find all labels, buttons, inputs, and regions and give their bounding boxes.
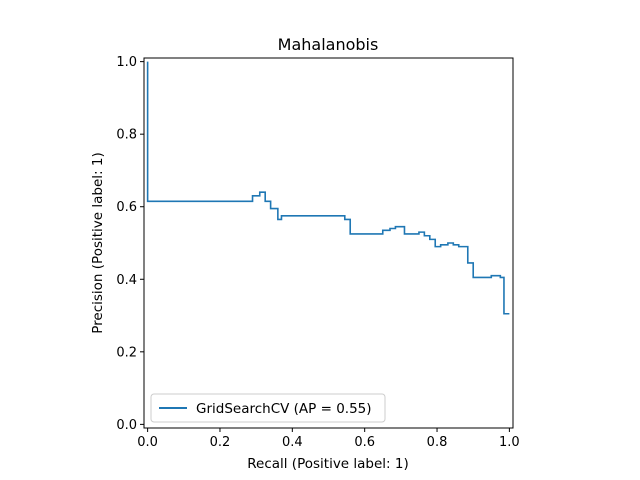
x-tick-label: 0.2	[210, 435, 231, 450]
y-tick-label: 0.0	[116, 418, 137, 433]
x-tick-label: 1.0	[499, 435, 520, 450]
axes-frame	[143, 57, 514, 429]
x-axis-title: Recall (Positive label: 1)	[247, 456, 409, 472]
chart-title: Mahalanobis	[278, 35, 379, 54]
y-tick-label: 0.2	[116, 345, 137, 360]
legend-label: GridSearchCV (AP = 0.55)	[196, 401, 372, 417]
x-tick-label: 0.0	[137, 435, 158, 450]
series-line-0	[146, 61, 510, 315]
y-tick-label: 0.4	[116, 273, 137, 288]
legend-frame	[150, 393, 386, 423]
plot-area: 0.0 0.2 0.4 0.6 0.8 1.0 0.0 0.2 0.4 0.6 0.8 1.0	[116, 55, 519, 450]
x-tick-label: 0.8	[427, 435, 448, 450]
x-tick-label: 0.6	[354, 435, 375, 450]
y-tick-label: 1.0	[116, 55, 137, 70]
y-axis-title: Precision (Positive label: 1)	[90, 152, 106, 333]
y-tick-label: 0.6	[116, 200, 137, 215]
legend: GridSearchCV (AP = 0.55)	[150, 393, 386, 423]
x-tick-label: 0.4	[282, 435, 303, 450]
y-tick-label: 0.8	[116, 128, 137, 143]
